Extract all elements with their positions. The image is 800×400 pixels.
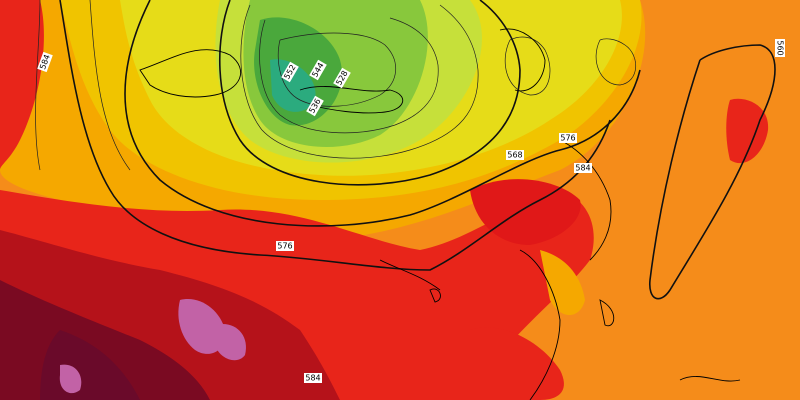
contour-label-text: 568 <box>507 151 522 160</box>
label-box <box>574 163 592 173</box>
contour-label: 560 <box>775 39 785 57</box>
label-box <box>281 61 299 83</box>
label-box <box>333 67 351 89</box>
label-box <box>506 150 524 160</box>
contour-label-text: 584 <box>305 374 320 383</box>
contour-label: 576 <box>559 133 577 143</box>
label-box <box>306 95 324 117</box>
coastlines <box>139 28 741 400</box>
label-box <box>304 373 322 383</box>
contour-label: 568 <box>506 150 524 160</box>
contours <box>35 0 776 300</box>
contour-label: 584 <box>574 163 592 173</box>
label-box <box>559 133 577 143</box>
contour-label-text: 560 <box>776 40 785 55</box>
label-box <box>37 51 53 73</box>
contour-label-text: 576 <box>277 242 292 251</box>
label-box <box>309 59 327 81</box>
contour-label-text: 584 <box>575 164 590 173</box>
contour-label: 576 <box>276 241 294 251</box>
label-box <box>775 39 785 57</box>
contour-label: 584 <box>304 373 322 383</box>
contour-label-text: 576 <box>560 134 575 143</box>
contour-label: 584 <box>37 51 53 73</box>
label-box <box>276 241 294 251</box>
